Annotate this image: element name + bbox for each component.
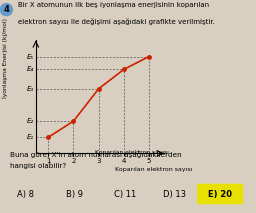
Text: Bir X atomunun ilk beş iyonlaşma enerjisinin koparılan: Bir X atomunun ilk beş iyonlaşma enerjis…: [18, 2, 209, 8]
FancyBboxPatch shape: [197, 184, 243, 204]
Text: Koparılan elektron sayısı: Koparılan elektron sayısı: [115, 167, 192, 172]
Text: E₂: E₂: [27, 118, 34, 124]
Text: D) 13: D) 13: [163, 190, 186, 199]
Text: İyonlaşma Enerjisi (kj/mol): İyonlaşma Enerjisi (kj/mol): [3, 17, 8, 98]
Text: Buna göre, X'in atom numarası aşağıdakilerden: Buna göre, X'in atom numarası aşağıdakil…: [10, 151, 182, 158]
Text: İyonlaşma Enerjisi (kj/mol): İyonlaşma Enerjisi (kj/mol): [0, 212, 1, 213]
Text: E) 20: E) 20: [208, 190, 232, 199]
Text: A) 8: A) 8: [17, 190, 34, 199]
Text: E₃: E₃: [27, 86, 34, 92]
Text: 4: 4: [4, 5, 9, 14]
Text: E₄: E₄: [27, 66, 34, 72]
Text: B) 9: B) 9: [66, 190, 83, 199]
Text: E₅: E₅: [27, 54, 34, 60]
Text: hangisi olabilir?: hangisi olabilir?: [10, 163, 67, 169]
Text: elektron sayısı ile değişimi aşağıdaki grafikte verilmiştir.: elektron sayısı ile değişimi aşağıdaki g…: [18, 18, 215, 25]
Text: Koparılan elektron sayısı: Koparılan elektron sayısı: [95, 150, 169, 155]
Text: E₁: E₁: [27, 134, 34, 140]
Text: C) 11: C) 11: [114, 190, 136, 199]
